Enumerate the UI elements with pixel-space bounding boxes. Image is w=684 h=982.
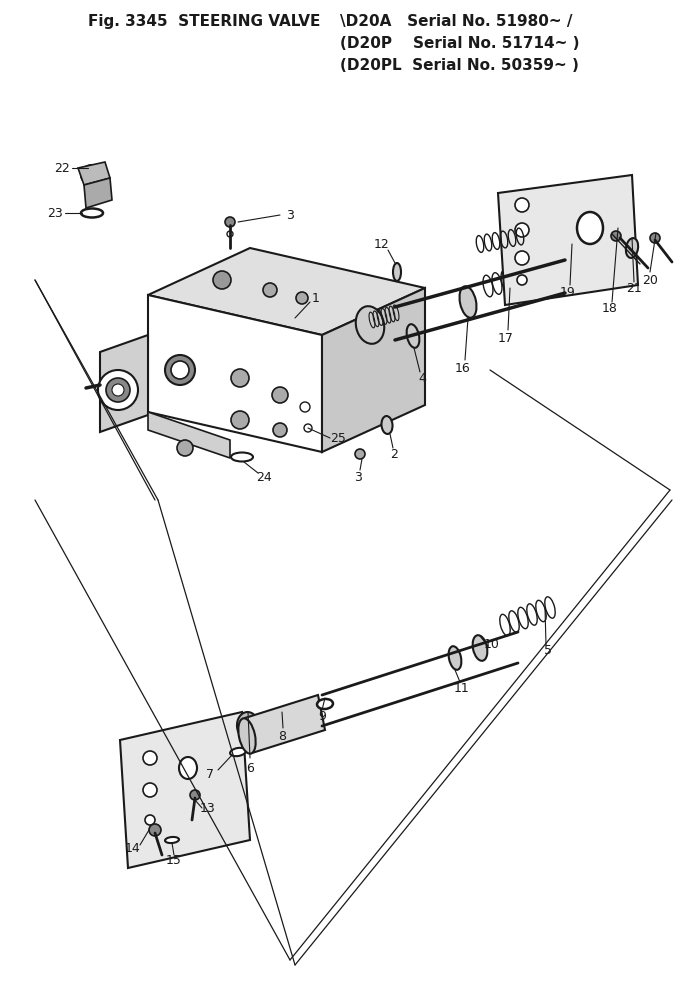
Circle shape	[190, 790, 200, 800]
Ellipse shape	[241, 718, 254, 734]
Ellipse shape	[393, 263, 401, 281]
Ellipse shape	[460, 287, 477, 318]
Text: 3: 3	[354, 470, 362, 483]
Text: 11: 11	[454, 682, 470, 694]
Polygon shape	[148, 248, 425, 335]
Circle shape	[145, 815, 155, 825]
Ellipse shape	[356, 306, 384, 344]
Text: 16: 16	[455, 361, 471, 374]
Ellipse shape	[355, 449, 365, 459]
Circle shape	[225, 217, 235, 227]
Text: 5: 5	[544, 643, 552, 657]
Ellipse shape	[406, 324, 419, 348]
Ellipse shape	[473, 635, 488, 661]
Ellipse shape	[237, 712, 259, 740]
Text: 9: 9	[318, 710, 326, 723]
Text: 12: 12	[374, 238, 390, 250]
Circle shape	[515, 251, 529, 265]
Circle shape	[515, 223, 529, 237]
Circle shape	[143, 783, 157, 797]
Text: 20: 20	[642, 274, 658, 287]
Circle shape	[143, 751, 157, 765]
Circle shape	[231, 411, 249, 429]
Polygon shape	[100, 335, 148, 432]
Circle shape	[296, 292, 308, 304]
Circle shape	[517, 275, 527, 285]
Text: 18: 18	[602, 301, 618, 314]
Ellipse shape	[81, 165, 103, 185]
Circle shape	[231, 369, 249, 387]
Polygon shape	[120, 712, 250, 868]
Ellipse shape	[81, 208, 103, 217]
Text: 7: 7	[206, 768, 214, 781]
Circle shape	[98, 370, 138, 410]
Circle shape	[106, 378, 130, 402]
Text: \D20A   Serial No. 51980~ /: \D20A Serial No. 51980~ /	[340, 14, 573, 29]
Circle shape	[650, 233, 660, 243]
Text: 24: 24	[256, 470, 272, 483]
Text: 1: 1	[312, 292, 320, 304]
Text: Fig. 3345  STEERING VALVE: Fig. 3345 STEERING VALVE	[88, 14, 320, 29]
Text: 14: 14	[125, 842, 141, 854]
Text: 13: 13	[200, 801, 216, 814]
Ellipse shape	[86, 169, 98, 181]
Ellipse shape	[231, 453, 253, 462]
Ellipse shape	[230, 748, 246, 756]
Polygon shape	[78, 162, 110, 185]
Text: 3: 3	[286, 208, 294, 222]
Circle shape	[165, 355, 195, 385]
Circle shape	[272, 387, 288, 403]
Text: 22: 22	[54, 161, 70, 175]
Circle shape	[304, 424, 312, 432]
Circle shape	[112, 384, 124, 396]
Circle shape	[227, 231, 233, 237]
Polygon shape	[322, 288, 425, 452]
Ellipse shape	[449, 646, 462, 670]
Polygon shape	[148, 295, 322, 452]
Ellipse shape	[179, 757, 197, 779]
Circle shape	[515, 198, 529, 212]
Text: 19: 19	[560, 287, 576, 300]
Ellipse shape	[382, 416, 393, 434]
Text: 6: 6	[246, 761, 254, 775]
Polygon shape	[84, 178, 112, 208]
Text: 25: 25	[330, 431, 346, 445]
Polygon shape	[498, 175, 638, 305]
Ellipse shape	[238, 718, 256, 754]
Circle shape	[171, 361, 189, 379]
Text: 10: 10	[484, 637, 500, 650]
Polygon shape	[148, 412, 230, 458]
Ellipse shape	[626, 238, 638, 258]
Ellipse shape	[165, 837, 179, 844]
Ellipse shape	[317, 699, 333, 709]
Text: 17: 17	[498, 332, 514, 345]
Text: 23: 23	[47, 206, 63, 220]
Text: 4: 4	[418, 371, 426, 385]
Text: 21: 21	[626, 282, 642, 295]
Circle shape	[213, 271, 231, 289]
Circle shape	[263, 283, 277, 297]
Circle shape	[177, 440, 193, 456]
Text: 15: 15	[166, 854, 182, 867]
Text: 2: 2	[390, 449, 398, 462]
Polygon shape	[245, 695, 325, 753]
Circle shape	[611, 231, 621, 241]
Ellipse shape	[557, 259, 577, 295]
Circle shape	[300, 402, 310, 412]
Circle shape	[273, 423, 287, 437]
Circle shape	[149, 824, 161, 836]
Ellipse shape	[577, 212, 603, 244]
Text: 8: 8	[278, 730, 286, 742]
Text: (D20P    Serial No. 51714~ ): (D20P Serial No. 51714~ )	[340, 36, 579, 51]
Text: (D20PL  Serial No. 50359~ ): (D20PL Serial No. 50359~ )	[340, 58, 579, 73]
